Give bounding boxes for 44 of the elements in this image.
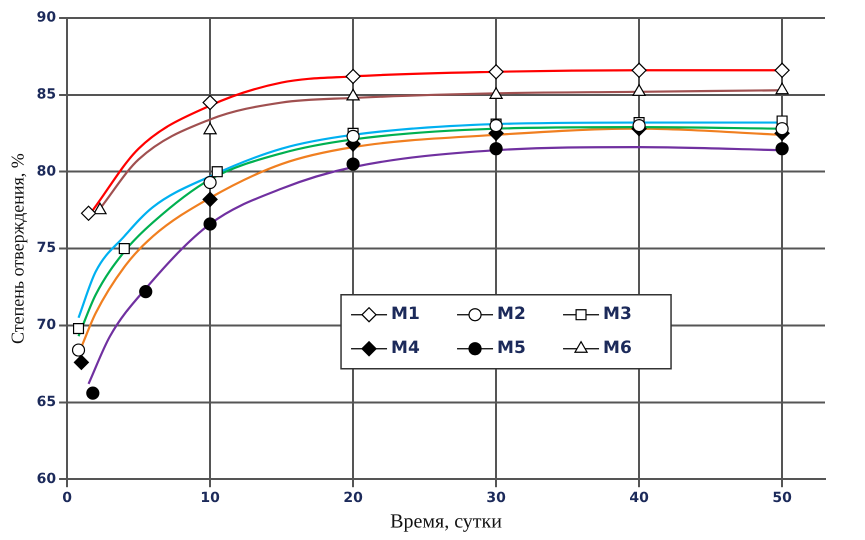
point (776, 122, 789, 136)
point (488, 64, 504, 80)
y-tick-label: 65 (36, 394, 56, 410)
x-tick-label: 30 (486, 490, 506, 506)
point (74, 354, 89, 370)
point (80, 206, 96, 221)
legend-label: M1 (391, 304, 420, 324)
point (346, 130, 360, 143)
point (345, 68, 361, 84)
point (776, 142, 789, 156)
legend-label: M6 (603, 338, 632, 358)
y-tick-label: 80 (36, 163, 56, 180)
legend-label: M3 (603, 304, 632, 324)
x-tick-label: 0 (62, 490, 72, 506)
x-tick-label: 40 (629, 490, 650, 506)
y-tick-label: 85 (36, 86, 56, 103)
x-tick-label: 10 (200, 490, 220, 506)
point (203, 176, 217, 190)
point (489, 119, 503, 132)
y-tick-label: 90 (36, 10, 56, 26)
point (346, 157, 360, 171)
legend-label: M2 (497, 304, 526, 324)
x-tick-label: 20 (343, 490, 364, 506)
point (86, 386, 100, 400)
point (202, 192, 218, 208)
point (72, 322, 84, 334)
point (139, 285, 152, 298)
x-axis-title: Время, сутки (390, 510, 502, 532)
point (774, 62, 790, 78)
point (203, 217, 217, 231)
point (118, 243, 130, 254)
x-tick-label: 50 (772, 490, 792, 506)
point (202, 94, 218, 110)
point (72, 343, 86, 357)
point (632, 119, 646, 132)
y-tick-label: 60 (36, 470, 56, 487)
point (212, 166, 223, 178)
y-tick-label: 75 (36, 240, 56, 256)
y-tick-label: 70 (36, 317, 56, 334)
point (489, 142, 503, 156)
y-axis-title: Степень отверждения, % (8, 153, 28, 344)
legend-label: M4 (391, 338, 420, 358)
point (631, 62, 647, 78)
legend-label: M5 (497, 338, 526, 358)
